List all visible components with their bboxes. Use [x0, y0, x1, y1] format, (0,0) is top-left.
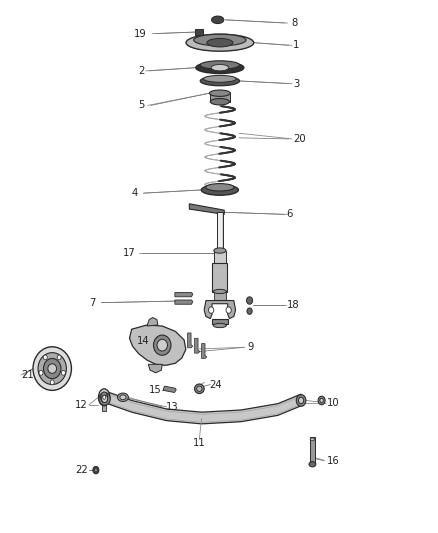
Polygon shape [130, 325, 186, 366]
Polygon shape [163, 386, 176, 392]
Ellipse shape [206, 183, 234, 191]
FancyBboxPatch shape [217, 212, 223, 251]
Text: 7: 7 [89, 297, 96, 308]
Ellipse shape [200, 61, 240, 69]
Text: 4: 4 [132, 188, 138, 198]
Ellipse shape [94, 469, 97, 472]
Polygon shape [194, 338, 200, 353]
Ellipse shape [310, 438, 315, 441]
FancyBboxPatch shape [212, 263, 227, 292]
Ellipse shape [103, 395, 106, 399]
Ellipse shape [207, 38, 233, 47]
Ellipse shape [309, 462, 316, 467]
Ellipse shape [194, 34, 246, 46]
Text: 21: 21 [21, 370, 35, 380]
Text: 24: 24 [209, 379, 222, 390]
Ellipse shape [209, 90, 230, 96]
Ellipse shape [101, 392, 108, 402]
Ellipse shape [99, 392, 110, 405]
Ellipse shape [213, 324, 226, 328]
Text: 15: 15 [148, 385, 161, 395]
Ellipse shape [247, 308, 252, 314]
Ellipse shape [213, 289, 226, 294]
Ellipse shape [196, 62, 244, 74]
Ellipse shape [214, 248, 226, 253]
Ellipse shape [298, 397, 304, 403]
Ellipse shape [247, 297, 253, 304]
Ellipse shape [201, 184, 238, 195]
Text: 19: 19 [134, 29, 147, 39]
Ellipse shape [212, 16, 224, 23]
Text: 13: 13 [166, 402, 178, 412]
Ellipse shape [186, 34, 254, 51]
FancyBboxPatch shape [195, 29, 203, 35]
Ellipse shape [99, 389, 110, 406]
FancyBboxPatch shape [210, 93, 230, 102]
Ellipse shape [38, 353, 67, 384]
Text: 17: 17 [123, 248, 136, 258]
Ellipse shape [43, 355, 47, 360]
Text: 9: 9 [247, 342, 254, 352]
Ellipse shape [57, 355, 61, 360]
Polygon shape [147, 318, 158, 326]
Ellipse shape [208, 307, 214, 313]
Ellipse shape [320, 398, 323, 402]
Polygon shape [187, 333, 193, 348]
Ellipse shape [204, 75, 236, 82]
Ellipse shape [48, 364, 57, 373]
FancyBboxPatch shape [212, 319, 228, 324]
Ellipse shape [211, 64, 229, 71]
Ellipse shape [194, 384, 204, 393]
Ellipse shape [200, 76, 240, 86]
Text: 11: 11 [193, 438, 206, 448]
Ellipse shape [33, 347, 71, 390]
Ellipse shape [157, 340, 167, 351]
Polygon shape [204, 301, 236, 319]
Ellipse shape [61, 370, 65, 375]
Polygon shape [201, 344, 207, 359]
Polygon shape [189, 204, 224, 214]
Polygon shape [105, 391, 301, 424]
Polygon shape [175, 293, 193, 297]
FancyBboxPatch shape [214, 251, 226, 272]
Ellipse shape [93, 466, 99, 474]
Text: 5: 5 [138, 100, 145, 110]
Polygon shape [175, 300, 193, 304]
Ellipse shape [39, 370, 43, 375]
Ellipse shape [117, 393, 128, 401]
Ellipse shape [43, 359, 61, 378]
Text: 18: 18 [287, 300, 299, 310]
Ellipse shape [318, 396, 325, 405]
Text: 14: 14 [137, 336, 149, 346]
Text: 22: 22 [75, 465, 88, 475]
Ellipse shape [296, 394, 306, 406]
Ellipse shape [50, 380, 54, 385]
Text: 20: 20 [293, 134, 306, 144]
Text: 16: 16 [327, 456, 340, 465]
FancyBboxPatch shape [214, 291, 226, 301]
Text: 3: 3 [293, 79, 300, 88]
Text: 6: 6 [287, 209, 293, 220]
Ellipse shape [210, 99, 230, 105]
Text: 12: 12 [75, 400, 88, 410]
Ellipse shape [197, 386, 202, 391]
FancyBboxPatch shape [218, 213, 222, 250]
Text: 2: 2 [138, 66, 145, 76]
Ellipse shape [153, 335, 171, 356]
FancyBboxPatch shape [102, 405, 106, 411]
FancyBboxPatch shape [310, 437, 315, 463]
Ellipse shape [120, 395, 126, 400]
Ellipse shape [102, 395, 108, 402]
Text: 10: 10 [327, 398, 340, 408]
Polygon shape [148, 365, 162, 373]
Text: 8: 8 [291, 18, 297, 28]
Ellipse shape [226, 307, 231, 313]
Text: 1: 1 [293, 41, 300, 50]
